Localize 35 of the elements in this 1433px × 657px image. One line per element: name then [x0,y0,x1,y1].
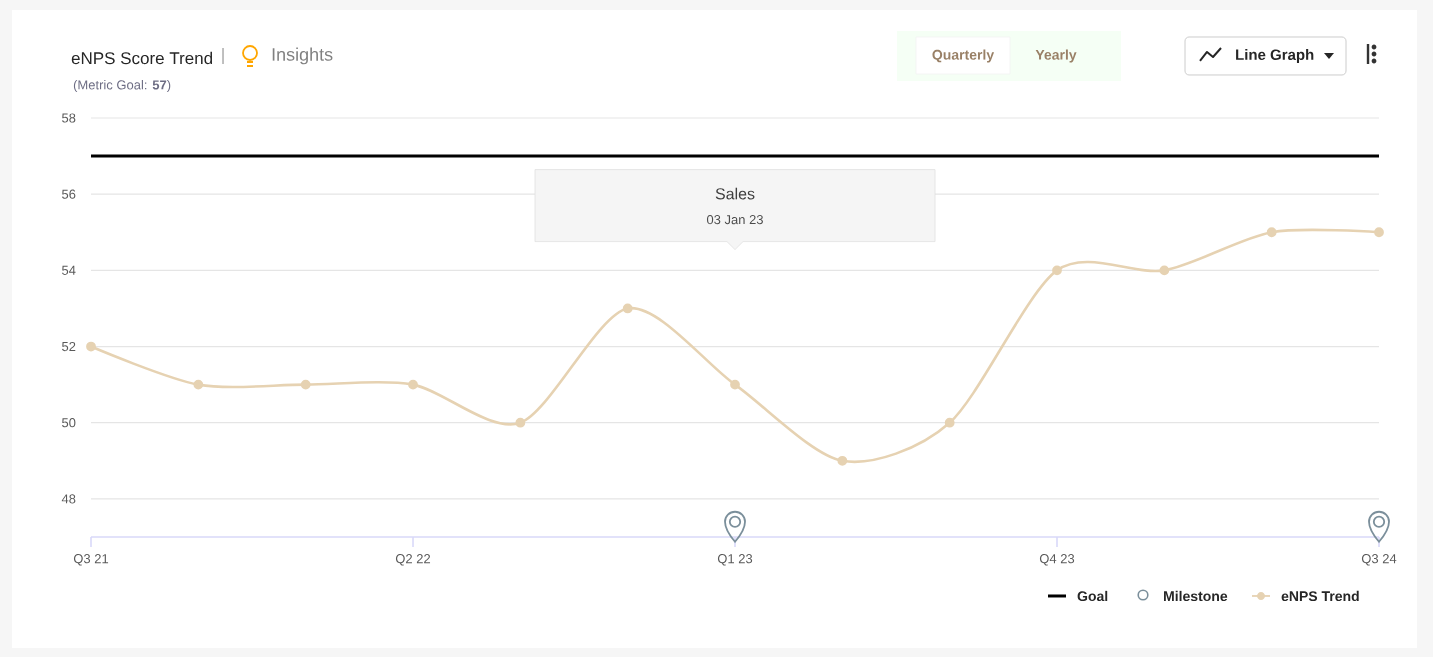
y-tick-label: 52 [62,341,76,352]
y-tick-label: 56 [62,189,76,199]
y-tick-label: 54 [62,265,76,275]
x-tick-label: Q3 21 [73,554,109,566]
text: Yearly [1035,49,1077,63]
text: Quarterly [932,49,995,63]
point [193,379,204,390]
point [730,379,740,390]
point [622,303,633,314]
annotation: 03 Jan 23 [706,215,763,225]
x-tick-label: Q3 24 [1361,554,1397,566]
chart-title: eNPS Score Trend [71,51,213,65]
point [300,379,311,390]
x-tick-label: Q1 23 [717,554,753,566]
y-tick-label: 50 [62,418,76,428]
point [944,417,955,428]
y-tick-label: 48 [61,494,76,504]
legend-label: Milestone [1164,590,1228,602]
y-tick-label: 58 [62,113,76,123]
text: Insights [272,47,333,65]
text: Line Graph [1236,49,1314,63]
point [515,417,526,428]
point [1052,265,1062,276]
legend-label: eNPS Trend [1281,590,1359,602]
point [837,455,848,466]
x-tick-label: Q2 22 [395,554,431,566]
point [408,379,418,390]
annotation: Sales [715,187,755,200]
point [1159,265,1170,276]
legend-label: Goal [1077,590,1108,602]
point [1266,227,1277,238]
point [1374,227,1384,238]
x-tick-label: Q4 23 [1039,554,1075,566]
point [86,341,96,352]
chart-subtitle: (Metric Goal: 57) [73,79,171,93]
